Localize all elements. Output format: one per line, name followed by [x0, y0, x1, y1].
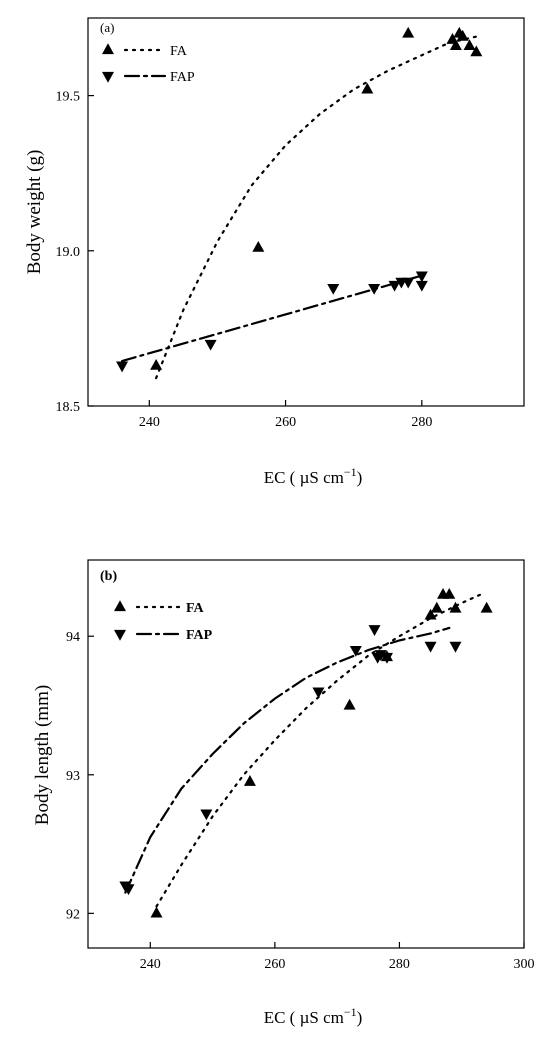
legend-marker-shape: [102, 71, 114, 83]
data-point-fa: [402, 26, 415, 38]
x-tick-label: 300: [514, 957, 535, 972]
panel-label: (b): [100, 569, 117, 584]
data-point-fap: [312, 687, 325, 699]
axis-ticks: 240 260 280 300 92 93 94: [66, 630, 535, 972]
data-point-fap: [200, 809, 213, 821]
data-point-fa: [150, 906, 163, 918]
y-tick-label: 19.5: [56, 90, 81, 105]
legend: FA FAP: [102, 43, 195, 85]
y-axis-title: Body length (mm): [32, 685, 53, 825]
chart-panel-a: 240 260 280 18.5 19.0 19.5 (a) FA FAP EC ( µS…: [24, 17, 525, 487]
fit-lines: [121, 35, 478, 380]
y-tick-label: 18.5: [56, 400, 81, 415]
y-axis-title: Body weight (g): [24, 150, 45, 275]
x-axis-title-superscript: −1: [344, 1005, 357, 1019]
x-tick-label: 240: [139, 415, 160, 430]
data-point-fa: [480, 601, 493, 613]
data-point-fa: [456, 29, 469, 41]
data-point-fap: [204, 339, 217, 351]
panel-label: (a): [100, 20, 114, 35]
data-point-fap: [122, 884, 135, 896]
data-point-fap: [349, 645, 362, 657]
data-point-fa: [424, 608, 437, 620]
y-tick-label: 94: [66, 630, 80, 645]
data-point-fap: [368, 625, 381, 636]
x-axis-title-main: EC ( µS cm: [264, 1008, 344, 1027]
legend: FA FAP: [114, 600, 213, 643]
y-tick-label: 19.0: [56, 245, 81, 260]
data-point-fa: [430, 601, 443, 613]
legend-item-fap: FAP: [114, 628, 213, 643]
y-tick-label: 92: [66, 907, 80, 922]
data-point-fa: [361, 82, 374, 94]
legend-label-fap: FAP: [186, 628, 213, 643]
axis-ticks: 240 260 280 18.5 19.0 19.5: [56, 90, 433, 430]
legend-marker: [114, 600, 126, 612]
fit-line-fa: [155, 593, 482, 908]
legend-label-fap: FAP: [170, 70, 195, 85]
legend-label-fa: FA: [186, 601, 205, 616]
x-axis-title-end: ): [357, 468, 363, 487]
data-point-fap: [327, 283, 340, 295]
data-point-fap: [368, 283, 381, 295]
x-tick-label: 240: [140, 957, 161, 972]
data-point-fap: [388, 280, 401, 292]
data-point-fa: [150, 358, 163, 370]
x-tick-label: 280: [389, 957, 410, 972]
fit-lines: [124, 593, 482, 908]
data-point-fa: [449, 601, 462, 613]
x-axis-title: EC ( µS cm−1): [264, 1005, 363, 1027]
legend-label-fa: FA: [170, 44, 188, 59]
fit-line-fap: [121, 274, 423, 363]
fit-line-fa: [155, 35, 478, 380]
data-point-fap: [424, 641, 437, 653]
data-points: [119, 587, 493, 918]
data-point-fa: [343, 698, 356, 710]
data-point-fa: [463, 39, 476, 51]
y-tick-label: 93: [66, 769, 80, 784]
x-tick-label: 260: [275, 415, 296, 430]
legend-marker-shape: [114, 629, 126, 641]
data-point-fap: [415, 280, 428, 292]
chart-panel-b: 240 260 280 300 92 93 94 (b) FA FAP EC ( µS cm…: [32, 559, 535, 1027]
data-point-fap: [380, 652, 393, 664]
data-point-fap: [402, 277, 415, 289]
plot-frame: [87, 17, 525, 407]
data-point-fap: [116, 361, 129, 373]
x-axis-title-end: ): [357, 1008, 363, 1027]
legend-marker: [102, 43, 114, 55]
data-point-fa: [470, 45, 483, 57]
x-tick-label: 260: [264, 957, 285, 972]
legend-marker: [102, 71, 114, 83]
x-axis-title-main: EC ( µS cm: [264, 468, 344, 487]
plot-frame: [87, 559, 525, 949]
legend-marker-shape: [102, 43, 114, 55]
data-point-fap: [449, 641, 462, 653]
legend-marker: [114, 629, 126, 641]
data-point-fa: [252, 241, 265, 252]
legend-item-fa: FA: [114, 600, 205, 616]
fit-line-fap: [124, 626, 451, 894]
x-axis-title-superscript: −1: [344, 465, 357, 479]
data-point-fap: [415, 271, 428, 283]
legend-marker-shape: [114, 600, 126, 612]
data-point-fap: [374, 650, 387, 661]
data-point-fa: [443, 587, 456, 599]
x-axis-title: EC ( µS cm−1): [264, 465, 363, 487]
legend-item-fap: FAP: [102, 70, 195, 85]
data-point-fa: [243, 775, 256, 786]
x-tick-label: 280: [411, 415, 432, 430]
data-point-fa: [449, 39, 462, 51]
data-points: [116, 26, 483, 373]
legend-item-fa: FA: [102, 43, 188, 59]
